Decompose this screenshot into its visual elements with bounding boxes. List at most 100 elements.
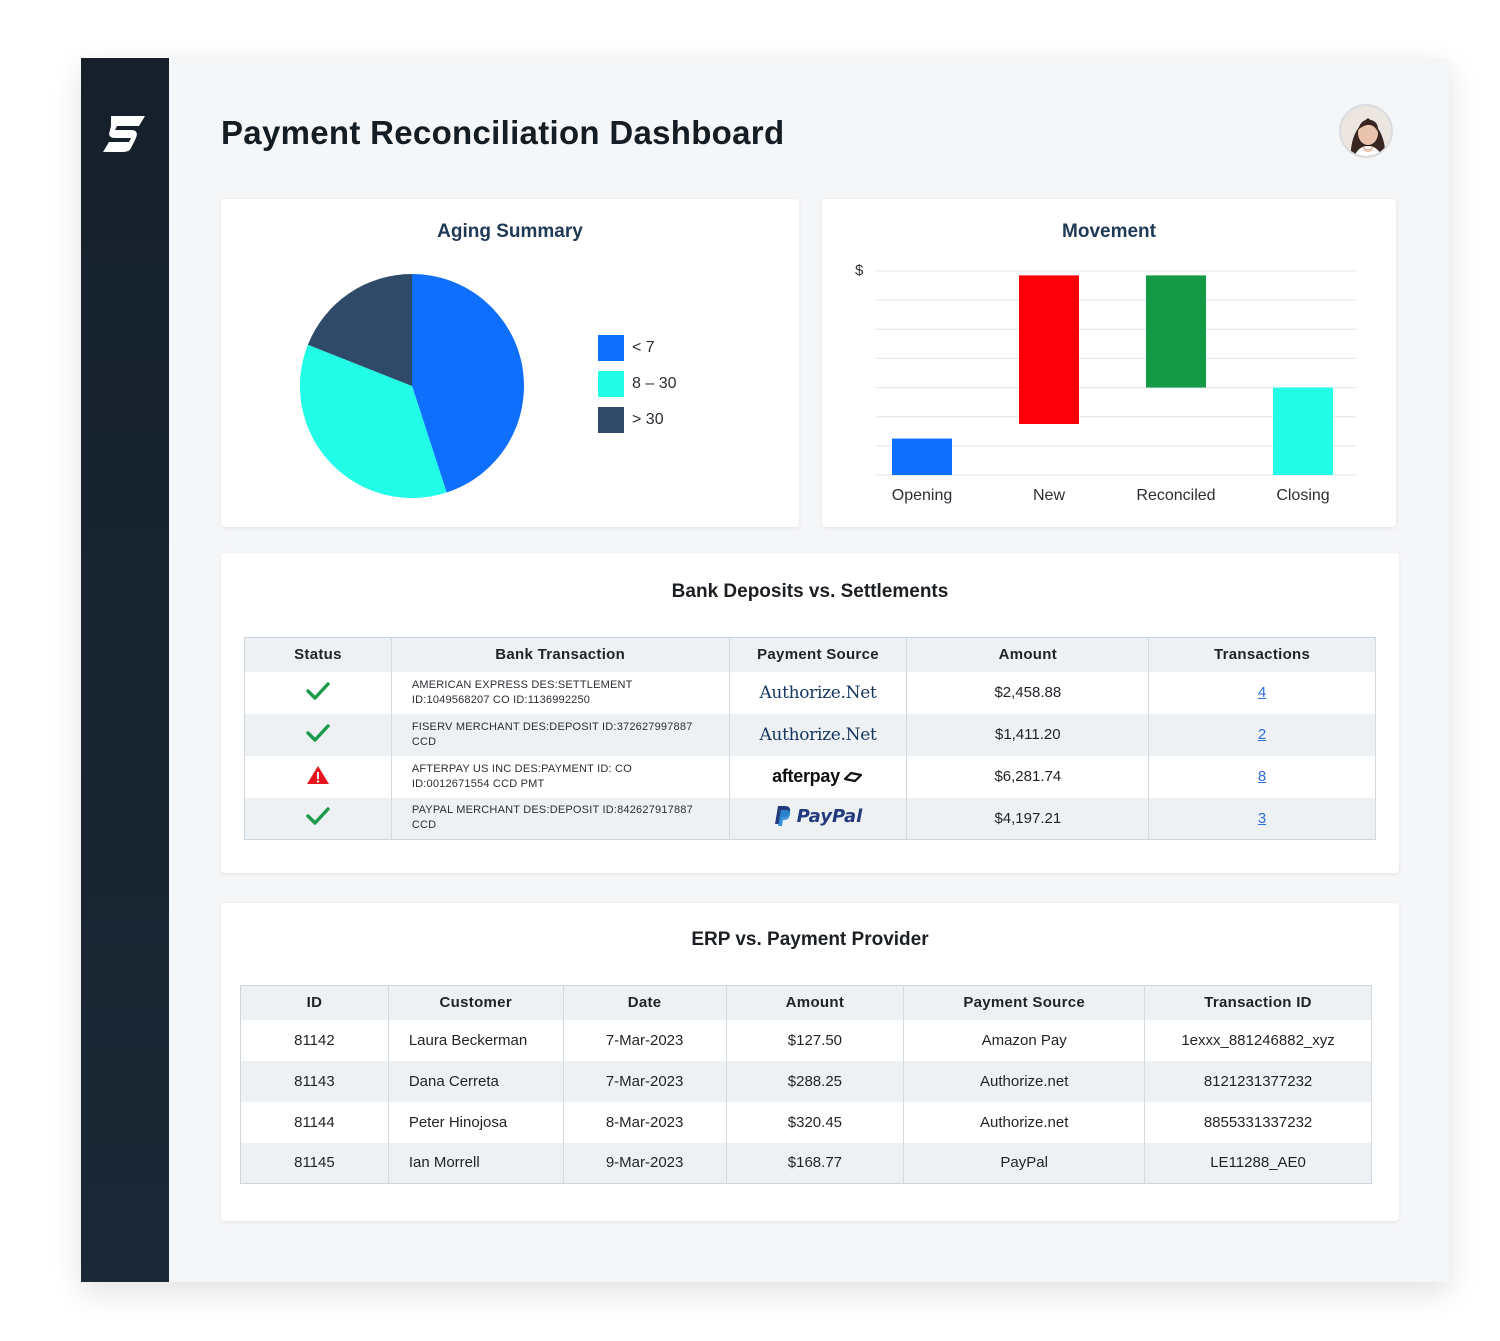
user-avatar-icon	[1341, 106, 1391, 156]
table-row[interactable]: AMERICAN EXPRESS DES:SETTLEMENT ID:104956…	[244, 671, 1376, 714]
column-header-id[interactable]: ID	[240, 985, 389, 1020]
date-cell: 7-Mar-2023	[563, 1019, 727, 1061]
check-icon	[306, 807, 330, 825]
bank-transaction-line: CCD	[411, 819, 437, 832]
bank-deposits-card: Bank Deposits vs. Settlements Status Ban…	[221, 553, 1399, 873]
bank-transaction-line: CCD	[411, 735, 437, 748]
waterfall-bar[interactable]	[1273, 387, 1333, 475]
table-row[interactable]: PAYPAL MERCHANT DES:DEPOSIT ID:842627917…	[244, 797, 1376, 840]
payment-source-cell: Authorize.Net	[729, 671, 908, 714]
transactions-count-link[interactable]: 4	[1257, 684, 1267, 701]
transactions-cell: 3	[1148, 797, 1376, 840]
table-row[interactable]: FISERV MERCHANT DES:DEPOSIT ID:372627997…	[244, 713, 1376, 756]
bank-transaction-line: ID:0012671554 CCD PMT	[411, 777, 545, 790]
pie-slice[interactable]	[412, 274, 524, 493]
column-header-payment-source[interactable]: Payment Source	[729, 637, 908, 672]
pie-slice[interactable]	[307, 274, 412, 386]
table-row[interactable]: 81144 Peter Hinojosa 8-Mar-2023 $320.45 Auth…	[240, 1101, 1372, 1143]
legend-item[interactable]: 8 – 30	[598, 371, 676, 397]
page-title: Payment Reconciliation Dashboard	[221, 114, 785, 151]
date-cell: 7-Mar-2023	[563, 1060, 727, 1102]
check-icon	[306, 723, 330, 742]
erp-table: ID Customer Date Amount Payment Source T…	[240, 985, 1372, 1184]
table-row[interactable]: 81142 Laura Beckerman 7-Mar-2023 $127.50 Ama…	[240, 1019, 1372, 1061]
column-header-transactions[interactable]: Transactions	[1148, 637, 1376, 672]
amount-cell: $320.45	[726, 1101, 905, 1143]
column-header-customer[interactable]: Customer	[388, 985, 564, 1020]
transactions-count-link[interactable]: 3	[1257, 809, 1267, 827]
aging-legend: < 7 8 – 30 > 30	[598, 335, 676, 443]
status-cell	[244, 671, 392, 714]
bank-transaction-line: AMERICAN EXPRESS DES:SETTLEMENT	[411, 678, 633, 691]
legend-label: > 30	[632, 411, 664, 428]
payment-source-cell: PayPal	[729, 797, 908, 840]
erp-title: ERP vs. Payment Provider	[691, 929, 929, 950]
pie-slice[interactable]	[300, 344, 447, 498]
waterfall-bar[interactable]	[1019, 275, 1079, 424]
legend-swatch	[598, 407, 624, 433]
customer-cell: Dana Cerreta	[388, 1060, 564, 1102]
bank-transaction-cell: AMERICAN EXPRESS DES:SETTLEMENT ID:104956…	[391, 671, 730, 714]
transaction-id-cell: 8855331337232	[1144, 1101, 1372, 1143]
customer-cell: Laura Beckerman	[388, 1019, 564, 1061]
transactions-count-link[interactable]: 8	[1257, 768, 1267, 785]
x-tick-label: Opening	[892, 487, 953, 504]
column-header-payment-source[interactable]: Payment Source	[903, 985, 1146, 1020]
amount-cell: $288.25	[726, 1060, 905, 1102]
authorize-net-logo: Authorize.Net	[759, 682, 877, 703]
status-cell	[244, 713, 392, 756]
table-row[interactable]: AFTERPAY US INC DES:PAYMENT ID: CO ID:001…	[244, 755, 1376, 798]
bank-deposits-table: Status Bank Transaction Payment Source A…	[244, 637, 1376, 840]
customer-cell: Ian Morrell	[388, 1142, 564, 1184]
column-header-transaction-id[interactable]: Transaction ID	[1144, 985, 1372, 1020]
logo-icon[interactable]	[101, 114, 149, 154]
id-cell: 81145	[240, 1142, 389, 1184]
legend-item[interactable]: < 7	[598, 335, 676, 361]
id-cell: 81143	[240, 1060, 389, 1102]
column-header-amount[interactable]: Amount	[726, 985, 905, 1020]
column-header-status[interactable]: Status	[244, 637, 392, 672]
transaction-id-cell: LE11288_AE0	[1144, 1142, 1372, 1184]
amount-cell: $1,411.20	[906, 713, 1150, 756]
authorize-net-logo: Authorize.Net	[759, 724, 877, 745]
bank-transaction-line: PAYPAL MERCHANT DES:DEPOSIT ID:842627917…	[411, 804, 693, 817]
column-header-date[interactable]: Date	[563, 985, 727, 1020]
table-row[interactable]: 81145 Ian Morrell 9-Mar-2023 $168.77 PayPal L…	[240, 1142, 1372, 1184]
bank-transaction-cell: FISERV MERCHANT DES:DEPOSIT ID:372627997…	[391, 713, 730, 756]
movement-card: Movement $ Opening New Reconciled Closing	[822, 199, 1396, 527]
payment-source-cell: Amazon Pay	[903, 1019, 1146, 1061]
amount-cell: $2,458.88	[906, 671, 1150, 714]
status-cell	[244, 797, 392, 840]
id-cell: 81142	[240, 1019, 389, 1061]
transaction-id-cell: 1exxx_881246882_xyz	[1144, 1019, 1372, 1061]
x-tick-label: Closing	[1276, 487, 1329, 504]
table-row[interactable]: 81143 Dana Cerreta 7-Mar-2023 $288.25 Author…	[240, 1060, 1372, 1102]
id-cell: 81144	[240, 1101, 389, 1143]
payment-source-cell: Authorize.Net	[729, 713, 908, 756]
legend-label: < 7	[632, 339, 655, 356]
waterfall-bar[interactable]	[1146, 275, 1206, 388]
date-cell: 9-Mar-2023	[563, 1142, 727, 1184]
sidebar	[81, 58, 169, 1282]
column-header-bank-transaction[interactable]: Bank Transaction	[391, 637, 730, 672]
column-header-amount[interactable]: Amount	[906, 637, 1150, 672]
transactions-count-link[interactable]: 2	[1257, 726, 1267, 743]
bank-transaction-line: ID:1049568207 CO ID:1136992250	[411, 693, 591, 706]
table-header-row: ID Customer Date Amount Payment Source T…	[240, 985, 1372, 1020]
bank-transaction-line: AFTERPAY US INC DES:PAYMENT ID: CO	[411, 762, 632, 775]
movement-waterfall-chart: $ Opening New Reconciled Closing	[855, 262, 1356, 504]
waterfall-bar[interactable]	[892, 438, 952, 475]
legend-swatch	[598, 335, 624, 361]
x-tick-label: Reconciled	[1136, 487, 1215, 504]
amount-cell: $4,197.21	[906, 797, 1150, 840]
legend-item[interactable]: > 30	[598, 407, 676, 433]
afterpay-logo: afterpay	[772, 766, 840, 786]
amount-cell: $6,281.74	[906, 755, 1150, 798]
erp-card: ERP vs. Payment Provider ID Customer Dat…	[221, 903, 1399, 1221]
transactions-cell: 8	[1148, 755, 1376, 798]
status-cell	[244, 755, 392, 798]
aging-summary-card: Aging Summary < 7 8 – 30 > 30	[221, 199, 799, 527]
avatar[interactable]	[1339, 104, 1393, 158]
movement-title: Movement	[1062, 221, 1156, 242]
table-header-row: Status Bank Transaction Payment Source A…	[244, 637, 1376, 672]
